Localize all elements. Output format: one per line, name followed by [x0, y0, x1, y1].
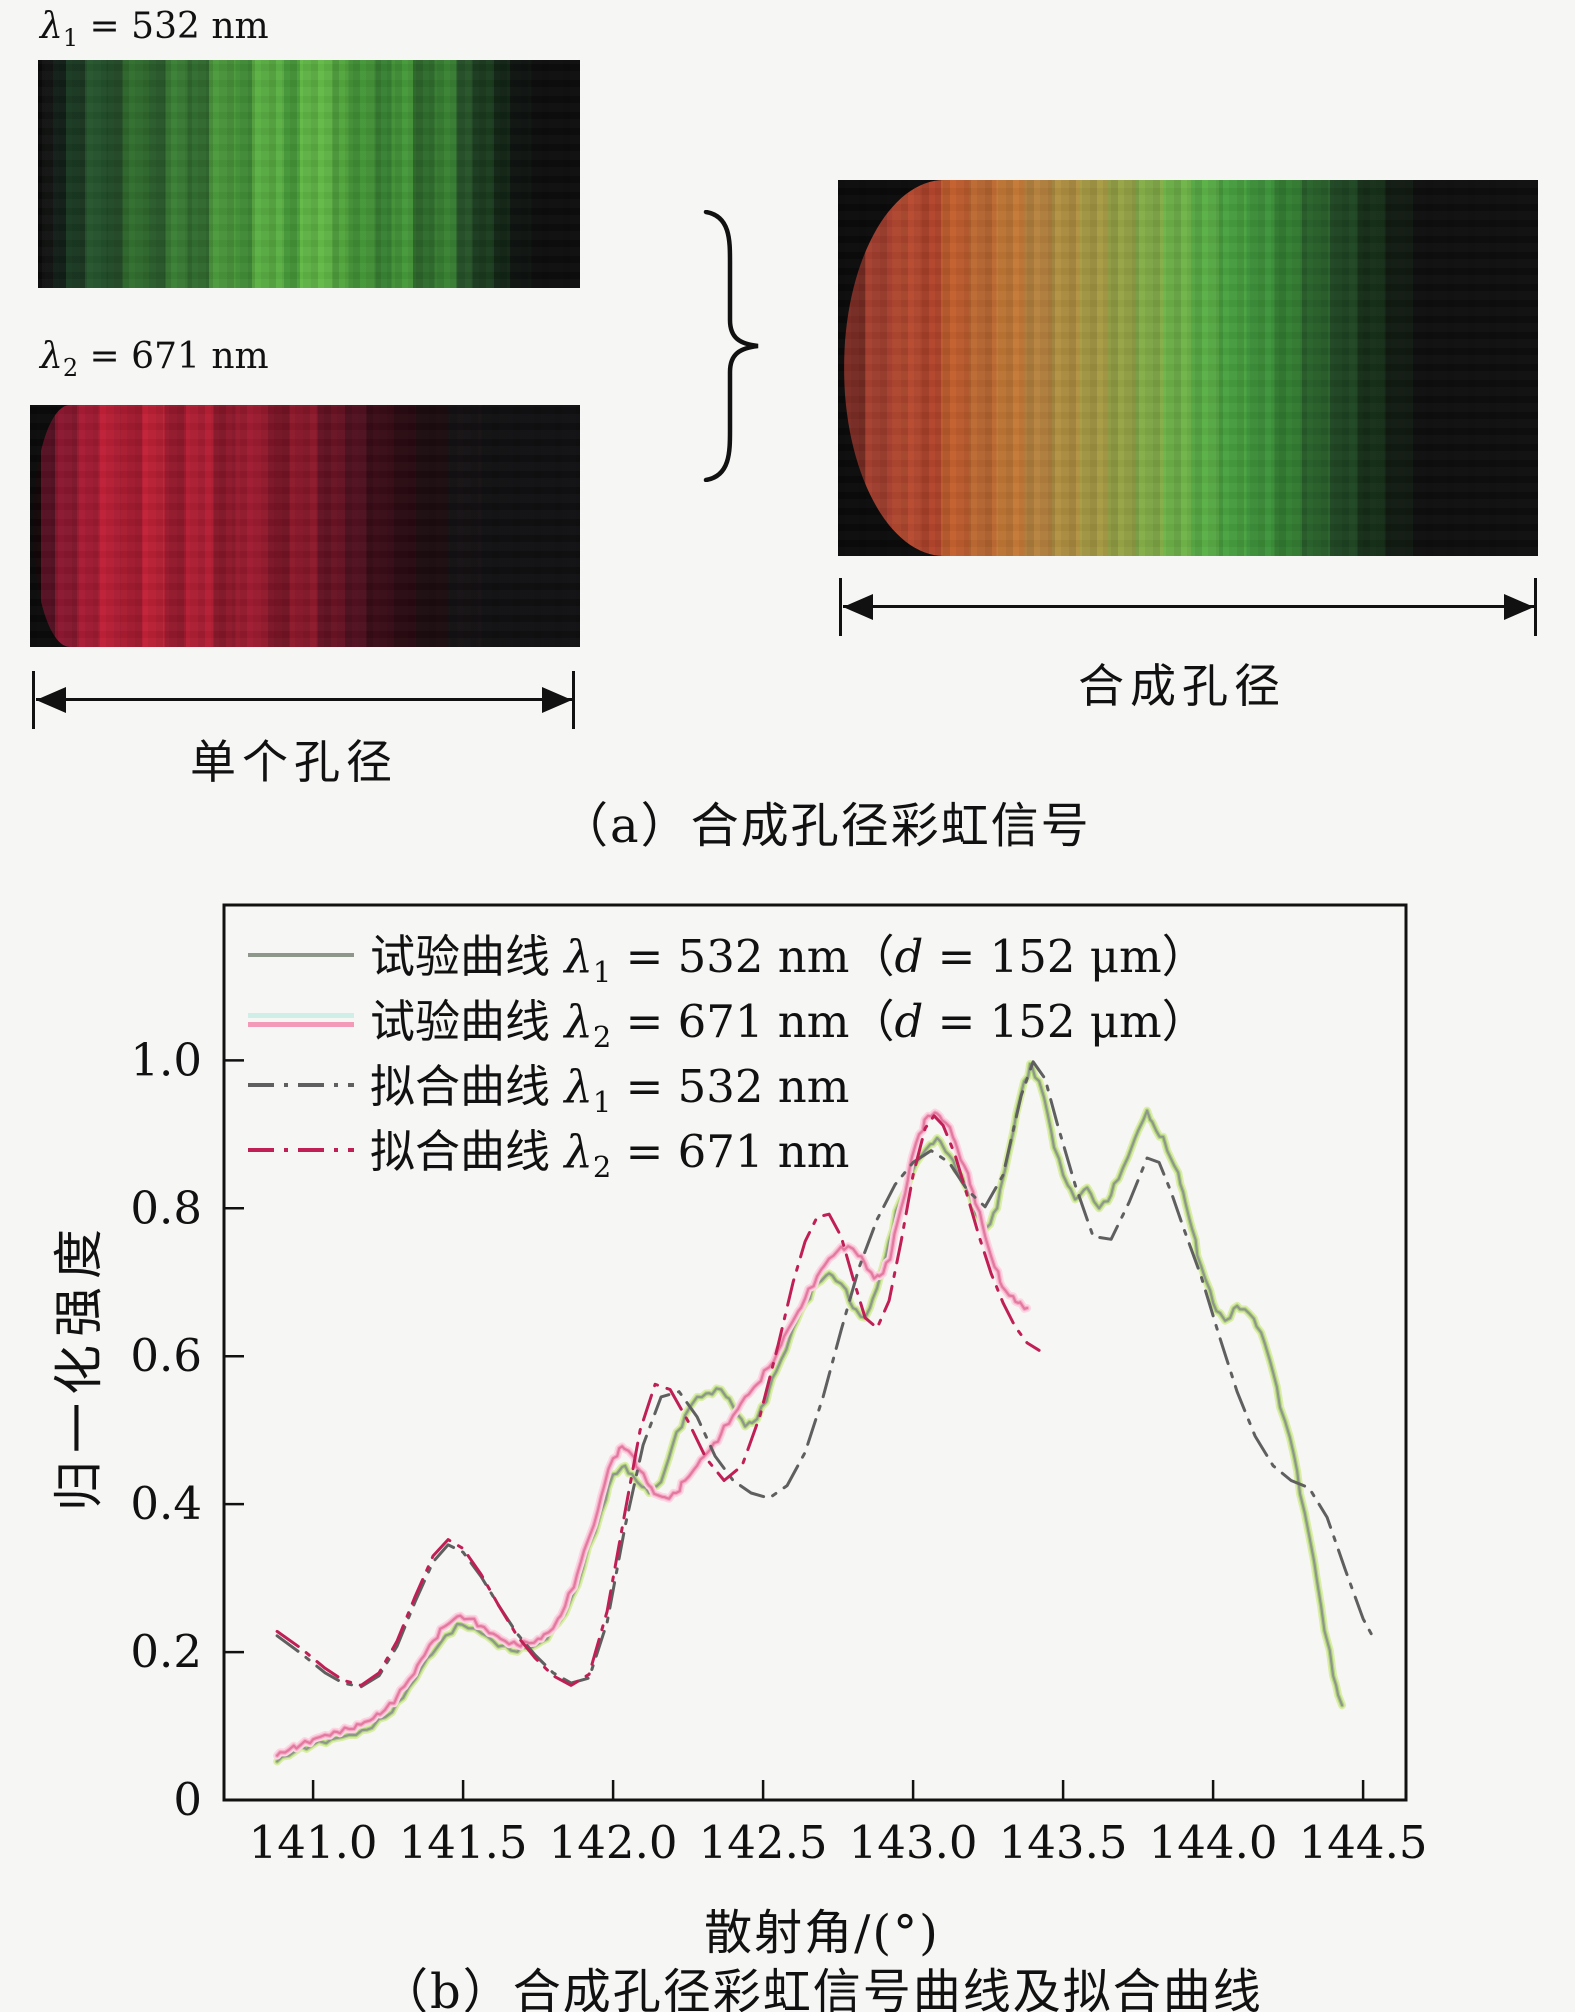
legend-item-exp-671: 试验曲线 λ2 = 671 nm（d = 152 μm）: [248, 987, 1207, 1054]
legend-item-exp-532: 试验曲线 λ1 = 532 nm（d = 152 μm）: [248, 922, 1207, 989]
rainbow-strip-671nm: [30, 405, 580, 647]
svg-text:0.8: 0.8: [130, 1181, 202, 1234]
legend-swatch-exp-532: [248, 951, 354, 959]
single-aperture-arrow: [36, 698, 572, 701]
svg-text:142.5: 142.5: [699, 1816, 828, 1869]
lambda-symbol: λ: [40, 336, 63, 377]
synthetic-aperture-image: [838, 180, 1538, 556]
legend-item-fit-671: 拟合曲线 λ2 = 671 nm: [248, 1117, 1207, 1184]
arrowhead-right: [542, 687, 572, 713]
svg-text:144.5: 144.5: [1299, 1816, 1428, 1869]
svg-text:143.0: 143.0: [849, 1816, 978, 1869]
wavelength-2-label: λ2 = 671 nm: [40, 336, 269, 383]
svg-text:141.5: 141.5: [399, 1816, 528, 1869]
caption-a: （a）合成孔径彩虹信号: [560, 798, 1091, 854]
arrow-endbar: [839, 578, 842, 636]
legend-swatch-exp-671: [248, 1011, 354, 1029]
x-axis-title: 散射角/(°): [704, 1905, 940, 1961]
lambda-symbol: λ: [40, 6, 63, 47]
caption-b: （b）合成孔径彩虹信号曲线及拟合曲线: [380, 1964, 1263, 2012]
synthetic-aperture-label: 合成孔径: [1078, 659, 1286, 713]
arrowhead-left: [36, 687, 66, 713]
rainbow-strip-532nm: [38, 60, 580, 288]
legend-swatch-fit-671: [248, 1146, 354, 1154]
svg-text:1.0: 1.0: [130, 1033, 202, 1086]
arrow-endbar: [32, 671, 35, 729]
svg-text:0.6: 0.6: [130, 1329, 202, 1382]
svg-text:144.0: 144.0: [1149, 1816, 1278, 1869]
svg-text:0.4: 0.4: [130, 1477, 202, 1530]
svg-text:0: 0: [173, 1773, 202, 1826]
svg-text:143.5: 143.5: [999, 1816, 1128, 1869]
wavelength-1-label: λ1 = 532 nm: [40, 6, 269, 53]
svg-text:141.0: 141.0: [249, 1816, 378, 1869]
svg-text:142.0: 142.0: [549, 1816, 678, 1869]
synthetic-aperture-arrow: [843, 605, 1534, 608]
arrow-endbar: [572, 671, 575, 729]
arrow-endbar: [1534, 578, 1537, 636]
arrowhead-left: [843, 594, 873, 620]
single-aperture-label: 单个孔径: [190, 735, 398, 789]
chart-legend: 试验曲线 λ1 = 532 nm（d = 152 μm） 试验曲线 λ2 = 6…: [248, 922, 1207, 1184]
arrowhead-right: [1504, 594, 1534, 620]
svg-text:0.2: 0.2: [130, 1625, 202, 1678]
legend-swatch-fit-532: [248, 1081, 354, 1089]
combining-brace: [703, 210, 759, 482]
legend-item-fit-532: 拟合曲线 λ1 = 532 nm: [248, 1052, 1207, 1119]
